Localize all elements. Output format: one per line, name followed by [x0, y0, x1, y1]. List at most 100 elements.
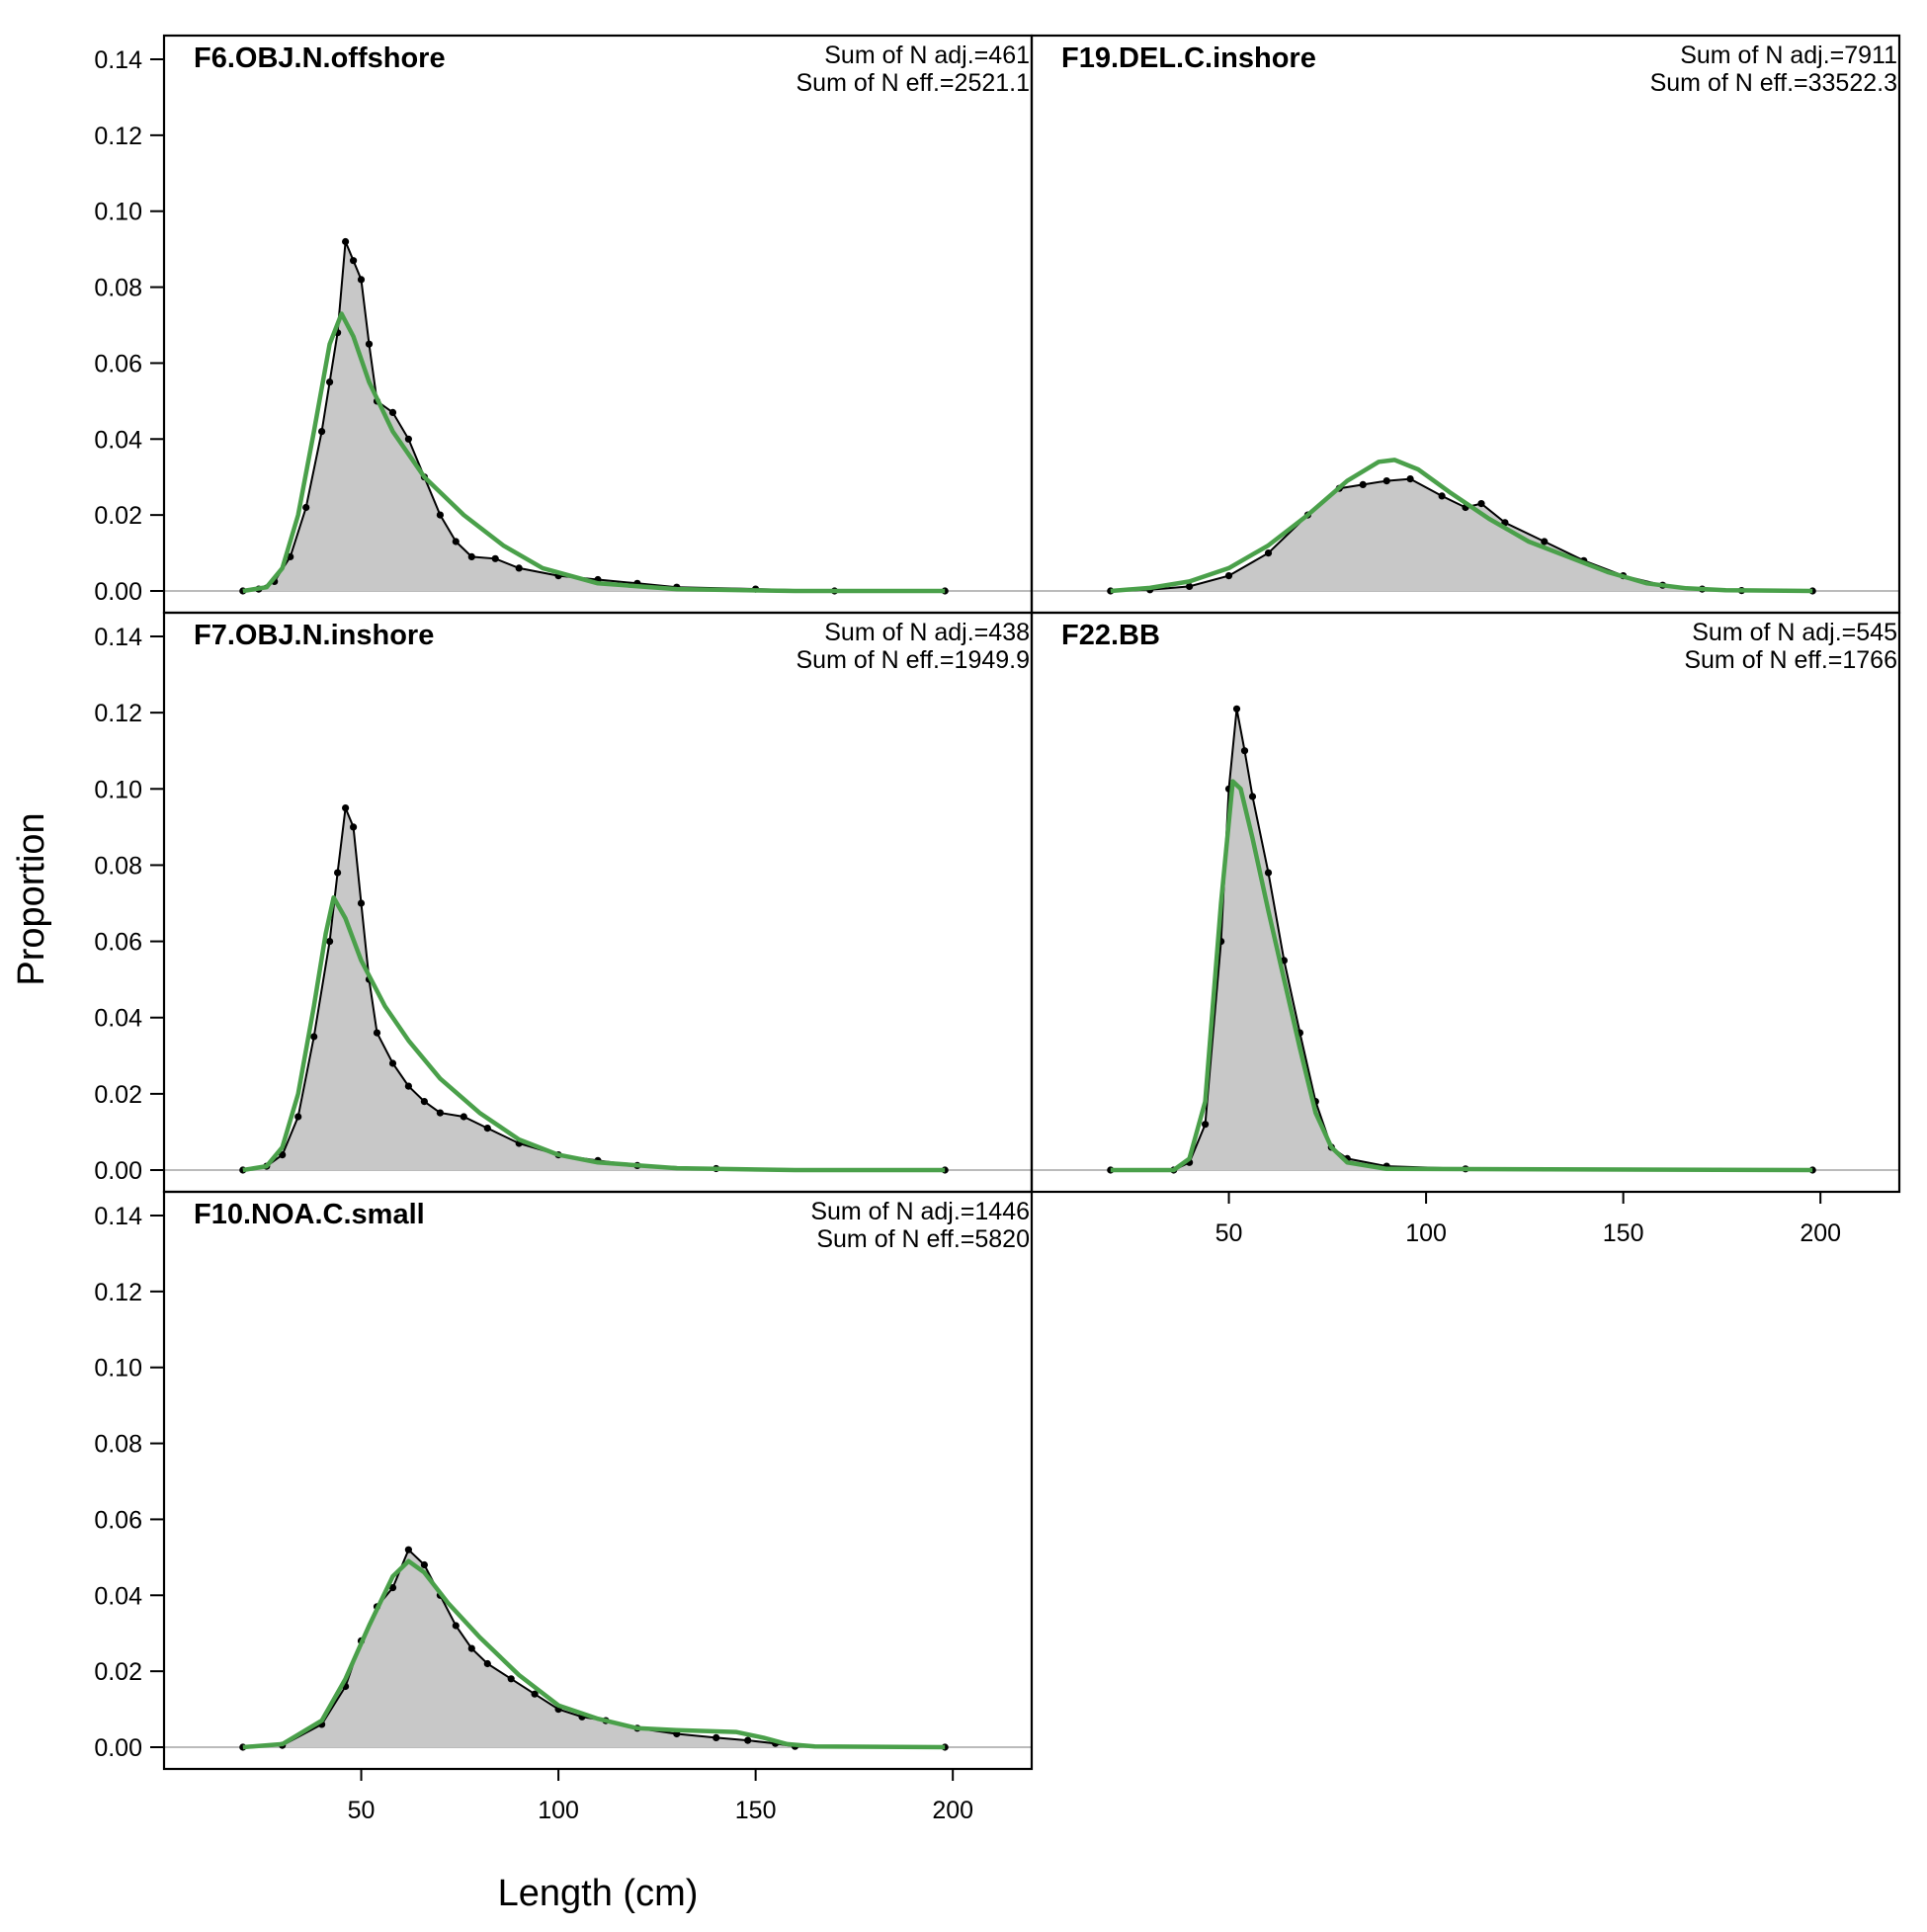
sum-n-adj-label: Sum of N adj.=7911: [1680, 42, 1897, 69]
y-axis-title: Proportion: [11, 812, 52, 985]
x-tick-label: 200: [932, 1797, 973, 1824]
x-tick-label: 200: [1800, 1219, 1841, 1247]
y-tick-label: 0.04: [94, 1005, 142, 1033]
expected-line: [242, 1558, 946, 1750]
x-tick-label: 150: [735, 1797, 777, 1824]
observed-point: [515, 564, 523, 572]
x-axis-title: Length (cm): [498, 1873, 699, 1914]
observed-point: [436, 1109, 444, 1117]
observed-point: [712, 1733, 720, 1741]
observed-point: [452, 538, 460, 546]
observed-point: [388, 1059, 397, 1067]
y-tick-label: 0.08: [94, 1431, 142, 1459]
observed-point: [1186, 582, 1194, 591]
observed-point: [388, 1584, 397, 1592]
observed-point: [1202, 1121, 1210, 1129]
observed-point: [326, 938, 334, 946]
y-tick-label: 0.02: [94, 1081, 142, 1109]
observed-area: [242, 807, 946, 1170]
x-tick-label: 100: [1405, 1219, 1447, 1247]
y-tick-label: 0.08: [94, 852, 142, 880]
observed-point: [342, 804, 350, 812]
sum-n-adj-label: Sum of N adj.=545: [1692, 619, 1897, 646]
observed-area: [1110, 709, 1813, 1170]
y-tick-label: 0.10: [94, 199, 142, 226]
observed-point: [404, 1082, 412, 1090]
panel-title: F7.OBJ.N.inshore: [194, 620, 434, 651]
expected-line: [242, 894, 946, 1173]
y-tick-label: 0.04: [94, 426, 142, 454]
observed-point: [294, 1113, 302, 1121]
observed-point: [342, 237, 350, 246]
observed-point: [302, 503, 310, 512]
observed-point: [483, 1659, 491, 1668]
x-tick-label: 150: [1603, 1219, 1644, 1247]
y-tick-label: 0.14: [94, 46, 142, 74]
observed-point: [1406, 475, 1414, 483]
y-tick-label: 0.06: [94, 350, 142, 378]
observed-point: [531, 1690, 539, 1698]
panel-title: F22.BB: [1061, 620, 1160, 651]
expected-line: [1110, 779, 1813, 1173]
panel-frame: [162, 1190, 1034, 1771]
y-tick-label: 0.02: [94, 1658, 142, 1686]
observed-point: [388, 408, 397, 416]
observed-point: [436, 511, 444, 519]
panel-title: F19.DEL.C.inshore: [1061, 42, 1316, 74]
sum-n-eff-label: Sum of N eff.=1766: [1684, 646, 1897, 674]
observed-line: [242, 241, 946, 592]
observed-point: [467, 1644, 475, 1652]
observed-area: [242, 1550, 946, 1747]
observed-point: [744, 1736, 752, 1744]
sum-n-eff-label: Sum of N eff.=5820: [816, 1225, 1030, 1253]
observed-point: [1359, 480, 1367, 488]
observed-point: [1477, 500, 1485, 508]
observed-line: [1110, 709, 1813, 1171]
panel-title: F6.OBJ.N.offshore: [194, 42, 446, 74]
sum-n-eff-label: Sum of N eff.=1949.9: [796, 646, 1031, 674]
observed-point: [483, 1125, 491, 1133]
y-tick-label: 0.12: [94, 123, 142, 150]
y-tick-label: 0.04: [94, 1582, 142, 1610]
observed-point: [1240, 747, 1249, 755]
sum-n-adj-label: Sum of N adj.=438: [824, 619, 1030, 646]
x-tick-label: 50: [348, 1797, 376, 1824]
observed-point: [279, 1151, 287, 1159]
observed-point: [420, 1560, 428, 1569]
observed-point: [1541, 538, 1549, 546]
observed-point: [404, 1546, 412, 1554]
observed-point: [373, 1029, 381, 1037]
y-tick-label: 0.14: [94, 624, 142, 651]
y-tick-label: 0.00: [94, 1734, 142, 1762]
observed-point: [350, 257, 358, 265]
y-tick-label: 0.12: [94, 1279, 142, 1306]
y-tick-label: 0.02: [94, 502, 142, 530]
observed-point: [310, 1033, 318, 1041]
y-tick-label: 0.12: [94, 700, 142, 727]
y-tick-label: 0.14: [94, 1203, 142, 1230]
panel-title: F10.NOA.C.small: [194, 1199, 425, 1230]
observed-point: [326, 378, 334, 386]
x-tick-label: 100: [538, 1797, 579, 1824]
y-tick-label: 0.08: [94, 275, 142, 302]
expected-line: [242, 311, 946, 594]
observed-point: [467, 552, 475, 561]
observed-point: [1382, 477, 1390, 485]
y-tick-label: 0.06: [94, 1506, 142, 1534]
x-tick-label: 50: [1215, 1219, 1243, 1247]
observed-point: [460, 1113, 467, 1121]
observed-point: [357, 276, 366, 284]
observed-point: [365, 340, 374, 348]
observed-point: [357, 899, 366, 907]
observed-point: [1264, 869, 1273, 877]
y-tick-label: 0.00: [94, 578, 142, 606]
observed-point: [491, 554, 499, 562]
y-tick-label: 0.10: [94, 1355, 142, 1383]
y-tick-label: 0.00: [94, 1157, 142, 1185]
observed-point: [1438, 492, 1446, 500]
observed-point: [350, 823, 358, 831]
observed-area: [242, 241, 946, 591]
observed-point: [334, 869, 342, 877]
